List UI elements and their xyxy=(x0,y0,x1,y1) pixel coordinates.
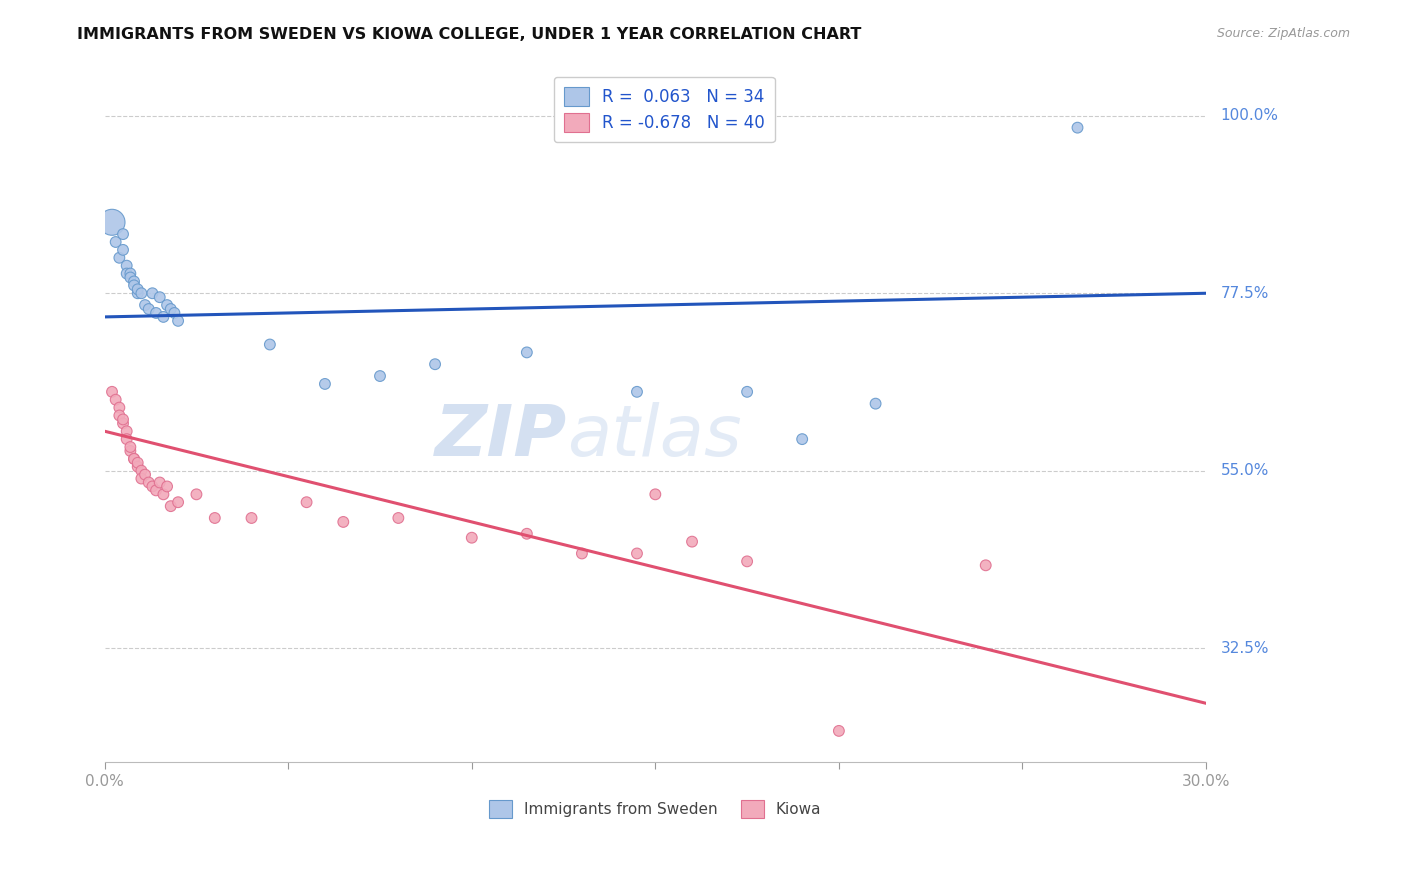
Point xyxy=(112,417,135,431)
Point xyxy=(122,274,145,288)
Point xyxy=(115,424,138,438)
Point xyxy=(141,479,163,493)
Point xyxy=(149,475,172,490)
Point xyxy=(108,251,131,265)
Point xyxy=(423,357,446,371)
Point xyxy=(387,511,409,525)
Point xyxy=(127,459,149,474)
Point xyxy=(828,723,851,738)
Point xyxy=(134,298,156,312)
Point xyxy=(115,259,138,273)
Point xyxy=(131,286,153,301)
Point xyxy=(159,499,181,513)
Point xyxy=(108,401,131,415)
Point xyxy=(104,392,127,407)
Text: 100.0%: 100.0% xyxy=(1220,108,1278,123)
Point xyxy=(108,409,131,423)
Text: atlas: atlas xyxy=(567,401,742,471)
Point xyxy=(112,412,135,426)
Point xyxy=(626,546,648,560)
Text: ZIP: ZIP xyxy=(434,401,567,471)
Text: IMMIGRANTS FROM SWEDEN VS KIOWA COLLEGE, UNDER 1 YEAR CORRELATION CHART: IMMIGRANTS FROM SWEDEN VS KIOWA COLLEGE,… xyxy=(77,27,862,42)
Point xyxy=(120,444,142,458)
Point xyxy=(167,314,190,328)
Point xyxy=(127,282,149,296)
Point xyxy=(152,310,174,324)
Point xyxy=(122,451,145,466)
Point xyxy=(138,475,160,490)
Point xyxy=(149,290,172,304)
Point xyxy=(156,298,179,312)
Point xyxy=(145,483,167,498)
Point xyxy=(735,384,758,399)
Text: 55.0%: 55.0% xyxy=(1220,463,1270,478)
Point xyxy=(516,345,538,359)
Point xyxy=(101,384,124,399)
Point xyxy=(122,451,145,466)
Point xyxy=(516,526,538,541)
Point xyxy=(122,278,145,293)
Point xyxy=(186,487,208,501)
Point xyxy=(571,546,593,560)
Point xyxy=(131,472,153,486)
Point xyxy=(865,397,887,411)
Point xyxy=(138,301,160,316)
Point xyxy=(204,511,226,525)
Point xyxy=(112,243,135,257)
Point xyxy=(259,337,281,351)
Point xyxy=(368,369,391,384)
Point xyxy=(156,479,179,493)
Point xyxy=(240,511,263,525)
Point xyxy=(314,376,336,391)
Point xyxy=(115,432,138,446)
Point xyxy=(101,215,124,229)
Point xyxy=(1066,120,1088,135)
Point xyxy=(127,456,149,470)
Point xyxy=(115,267,138,281)
Point xyxy=(120,440,142,454)
Point xyxy=(120,270,142,285)
Point xyxy=(134,467,156,482)
Point xyxy=(120,267,142,281)
Point xyxy=(112,227,135,241)
Point xyxy=(159,301,181,316)
Point xyxy=(461,531,484,545)
Point xyxy=(295,495,318,509)
Point xyxy=(681,534,703,549)
Point xyxy=(145,306,167,320)
Legend: Immigrants from Sweden, Kiowa: Immigrants from Sweden, Kiowa xyxy=(484,794,828,824)
Point xyxy=(167,495,190,509)
Point xyxy=(644,487,666,501)
Point xyxy=(152,487,174,501)
Text: 32.5%: 32.5% xyxy=(1220,640,1270,656)
Point xyxy=(163,306,186,320)
Point xyxy=(141,286,163,301)
Text: 77.5%: 77.5% xyxy=(1220,285,1270,301)
Point xyxy=(626,384,648,399)
Point xyxy=(127,286,149,301)
Point xyxy=(792,432,814,446)
Point xyxy=(104,235,127,249)
Point xyxy=(332,515,354,529)
Point xyxy=(131,464,153,478)
Text: Source: ZipAtlas.com: Source: ZipAtlas.com xyxy=(1216,27,1350,40)
Point xyxy=(974,558,997,573)
Point xyxy=(735,554,758,568)
